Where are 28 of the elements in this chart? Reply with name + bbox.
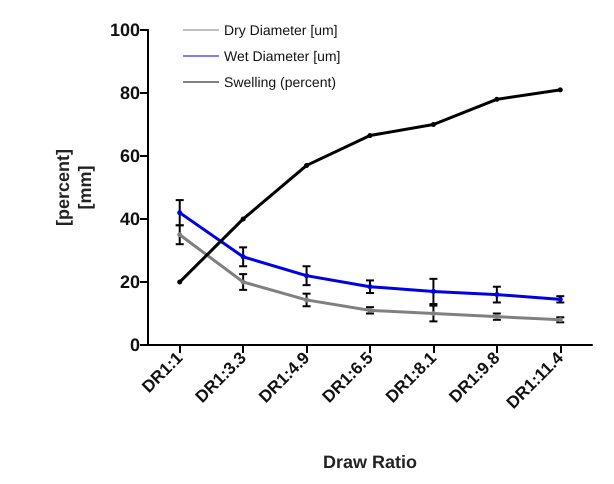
point [177,210,182,216]
point [177,280,182,284]
point [240,254,246,260]
x-axis-title: Draw Ratio [322,452,418,472]
y-tick-label: 80 [120,83,140,103]
point [240,216,246,222]
point [430,311,436,316]
legend-label: Dry Diameter [um] [224,22,338,38]
point [368,133,372,138]
point [430,122,436,127]
point [494,96,500,102]
point [430,288,436,294]
point [240,280,246,284]
y-tick-label: 40 [120,209,140,229]
y-tick-label: 60 [120,146,140,166]
legend-label: Wet Diameter [um] [224,48,340,64]
y-tick-label: 100 [110,20,140,40]
point [494,292,500,298]
point [177,232,182,238]
point [368,284,372,290]
y-tick-label: 20 [120,272,140,292]
y-tick-label: 0 [130,335,140,355]
legend-label: Swelling (percent) [224,74,336,90]
point [304,273,310,278]
point [304,297,310,302]
point [558,87,563,92]
point [304,162,310,168]
y-axis-title: [percent] [mm] [53,148,95,226]
